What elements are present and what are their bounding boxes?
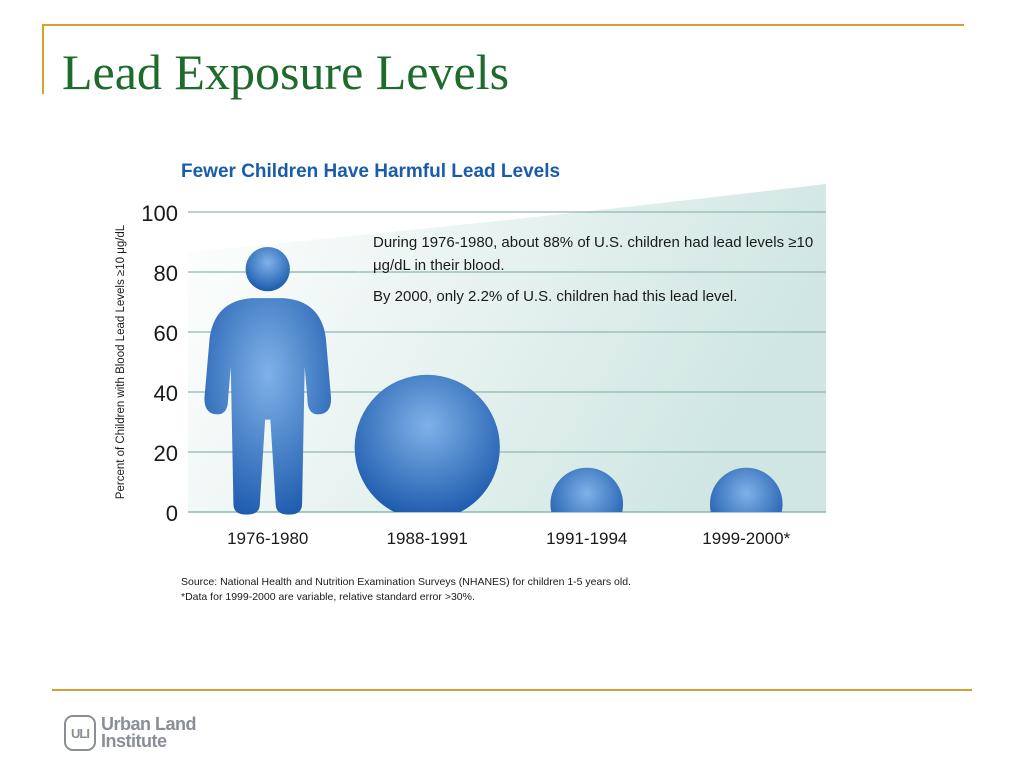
title-frame-left-rule xyxy=(42,24,44,94)
x-tick-label: 1991-1994 xyxy=(546,529,627,548)
y-tick-label: 60 xyxy=(154,321,178,346)
bar-chart: Percent of Children with Blood Lead Leve… xyxy=(115,184,826,548)
bar-figure xyxy=(709,467,783,512)
bar-figure xyxy=(204,246,332,515)
y-tick-label: 40 xyxy=(154,381,178,406)
figure-head xyxy=(245,246,290,292)
urban-land-institute-logo: ULI Urban Land Institute xyxy=(64,711,197,755)
chart-annotation: During 1976-1980, about 88% of U.S. chil… xyxy=(373,231,823,308)
x-tick-label: 1976-1980 xyxy=(227,529,308,548)
y-tick-label: 20 xyxy=(154,441,178,466)
x-tick-label: 1999-2000* xyxy=(702,529,790,548)
logo-wordmark: Urban Land Institute xyxy=(101,714,197,751)
footnote: *Data for 1999-2000 are variable, relati… xyxy=(181,591,475,603)
annotation-line-1: During 1976-1980, about 88% of U.S. chil… xyxy=(373,234,814,274)
y-tick-label: 0 xyxy=(166,501,178,526)
source-note: Source: National Health and Nutrition Ex… xyxy=(181,576,631,588)
footer-rule xyxy=(52,689,972,691)
chart-title: Fewer Children Have Harmful Lead Levels xyxy=(181,161,561,182)
y-tick-label: 80 xyxy=(154,261,178,286)
slide-title: Lead Exposure Levels xyxy=(62,44,510,100)
x-tick-label: 1988-1991 xyxy=(387,529,468,548)
annotation-line-2: By 2000, only 2.2% of U.S. children had … xyxy=(373,288,738,305)
chart-background-panel xyxy=(188,184,826,512)
figure-head xyxy=(550,467,624,512)
title-frame-top-rule xyxy=(42,24,964,26)
figure-body xyxy=(204,298,332,515)
figure-head xyxy=(709,467,783,512)
bar-figure xyxy=(354,374,500,512)
y-axis-label: Percent of Children with Blood Lead Leve… xyxy=(115,224,127,499)
chart-source: Source: National Health and Nutrition Ex… xyxy=(181,575,821,605)
bar-figure xyxy=(550,467,624,512)
logo-line-1: Urban Land xyxy=(101,714,197,734)
logo-line-2: Institute xyxy=(101,731,167,751)
uli-logo-mark: ULI xyxy=(64,715,96,751)
figure-head xyxy=(354,374,500,512)
y-tick-label: 100 xyxy=(141,201,178,226)
